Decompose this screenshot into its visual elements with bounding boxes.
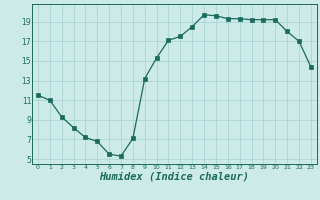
- X-axis label: Humidex (Indice chaleur): Humidex (Indice chaleur): [100, 171, 249, 181]
